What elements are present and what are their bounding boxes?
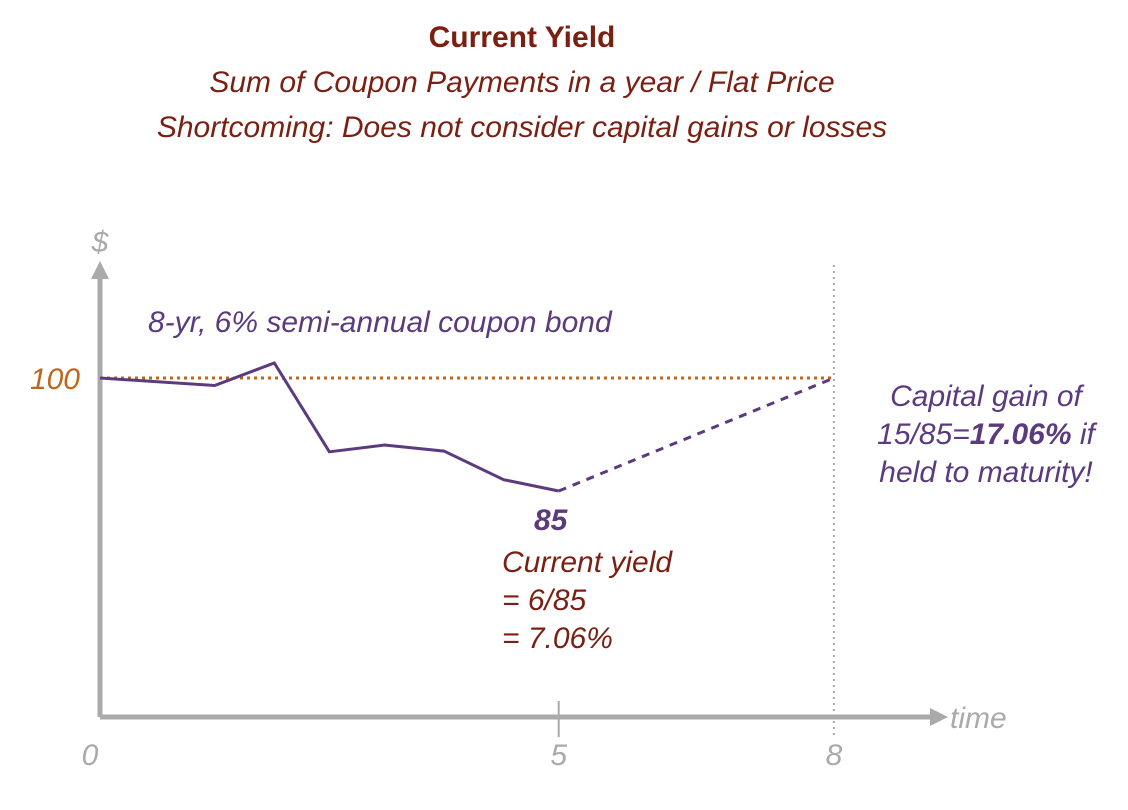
y-axis-label: $ bbox=[91, 226, 110, 259]
y-axis-arrow bbox=[91, 261, 109, 279]
annotation: = 6/85 bbox=[502, 584, 587, 617]
subtitle: Sum of Coupon Payments in a year / Flat … bbox=[209, 66, 834, 99]
x-tick-label: 5 bbox=[550, 739, 567, 772]
annotation-part: 15/85= bbox=[877, 418, 970, 451]
annotation-part: 17.06% bbox=[970, 418, 1072, 451]
x-axis-arrow bbox=[930, 708, 948, 726]
annotation-part: if bbox=[1072, 418, 1098, 451]
x-tick-label: 8 bbox=[826, 739, 843, 772]
data-line bbox=[99, 361, 559, 493]
chart-title: Current Yield bbox=[429, 21, 616, 54]
x-tick-label: 0 bbox=[82, 739, 99, 772]
annotation: = 7.06% bbox=[502, 622, 613, 655]
annotation: 15/85=17.06% if bbox=[877, 418, 1097, 451]
subtitle: Shortcoming: Does not consider capital g… bbox=[157, 111, 887, 144]
annotation: Current yield bbox=[502, 546, 673, 579]
series-label: 8-yr, 6% semi-annual coupon bond bbox=[148, 306, 613, 339]
data-label: 85 bbox=[534, 504, 569, 537]
x-axis-label: time bbox=[950, 702, 1007, 735]
annotation: held to maturity! bbox=[879, 456, 1093, 489]
annotation: Capital gain of bbox=[890, 380, 1084, 413]
data-line bbox=[558, 376, 835, 493]
y-tick-label: 100 bbox=[30, 363, 80, 396]
